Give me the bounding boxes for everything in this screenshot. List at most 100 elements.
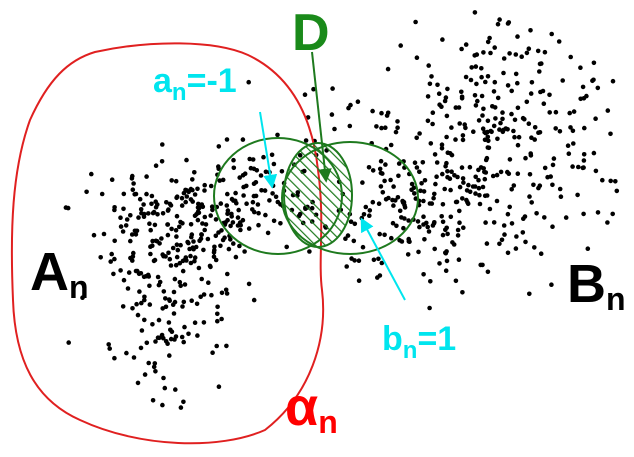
data-point <box>165 341 170 347</box>
data-point <box>459 165 465 170</box>
data-point <box>174 254 180 260</box>
data-point <box>214 343 219 349</box>
data-point <box>168 263 174 268</box>
data-point <box>455 174 460 180</box>
data-point <box>482 176 488 182</box>
data-point <box>376 201 382 206</box>
data-point <box>181 399 186 405</box>
data-point <box>500 110 505 115</box>
data-point <box>390 197 395 203</box>
data-point <box>395 119 400 124</box>
data-point <box>192 170 197 175</box>
data-point <box>209 292 214 298</box>
data-point <box>542 165 548 171</box>
data-point <box>155 212 160 217</box>
data-point <box>542 49 548 55</box>
data-point <box>440 219 446 225</box>
data-point <box>226 246 232 252</box>
data-point <box>511 183 517 188</box>
data-point <box>173 178 179 184</box>
data-point <box>610 211 615 217</box>
data-point <box>528 28 533 33</box>
data-point <box>224 343 229 349</box>
data-point <box>225 217 230 223</box>
data-point <box>118 268 123 273</box>
data-point <box>157 279 163 285</box>
data-point <box>66 340 71 345</box>
data-point <box>475 98 480 104</box>
data-point <box>177 260 183 266</box>
data-point <box>374 124 379 129</box>
data-point <box>614 188 620 194</box>
data-point <box>173 262 179 268</box>
data-point <box>128 213 133 218</box>
data-point <box>129 232 135 237</box>
data-point <box>468 77 474 83</box>
data-point <box>198 294 203 300</box>
data-point <box>180 268 186 274</box>
data-point <box>101 231 107 237</box>
data-point <box>173 387 178 392</box>
data-point <box>213 233 219 239</box>
data-point <box>98 254 103 260</box>
data-point <box>229 214 234 219</box>
label-a-eq-sub: n <box>172 79 187 106</box>
data-point <box>480 126 486 131</box>
data-point <box>471 129 476 134</box>
data-point <box>439 214 445 219</box>
data-point <box>196 210 202 215</box>
data-point <box>379 110 384 116</box>
data-point <box>156 317 162 323</box>
data-point <box>379 125 384 131</box>
data-point <box>80 295 85 301</box>
data-point <box>168 203 174 208</box>
data-point <box>153 339 158 344</box>
data-point <box>524 50 530 56</box>
data-point <box>523 239 528 245</box>
data-point <box>421 222 426 227</box>
data-point <box>395 195 401 200</box>
data-point <box>194 301 200 307</box>
data-point <box>506 20 512 25</box>
data-point <box>183 255 189 260</box>
data-point <box>472 10 478 15</box>
data-point <box>224 137 230 142</box>
data-point <box>135 312 141 318</box>
data-point <box>414 165 420 170</box>
data-point <box>473 174 479 180</box>
data-point <box>501 223 507 228</box>
data-point <box>440 202 446 207</box>
data-point <box>460 290 465 295</box>
data-point <box>241 184 246 190</box>
data-point <box>152 222 158 228</box>
arrow-a-eq <box>259 111 278 189</box>
data-point <box>212 244 217 250</box>
data-point <box>363 204 369 210</box>
data-point <box>613 179 618 184</box>
data-point <box>445 86 450 92</box>
data-point <box>247 156 252 162</box>
data-point <box>608 131 613 137</box>
data-point <box>329 112 335 117</box>
data-point <box>237 175 242 180</box>
data-point <box>570 164 575 169</box>
data-point <box>192 320 198 326</box>
data-point <box>187 246 192 252</box>
data-point <box>528 91 534 96</box>
data-point <box>377 231 383 237</box>
data-point <box>142 372 148 377</box>
data-point <box>473 191 478 196</box>
data-point <box>565 143 571 148</box>
data-point <box>566 151 572 156</box>
data-point <box>148 227 153 233</box>
data-point <box>460 137 466 143</box>
data-point <box>553 126 558 131</box>
data-point <box>500 129 506 135</box>
data-point <box>232 198 238 204</box>
data-point <box>433 181 438 187</box>
data-point <box>491 220 497 225</box>
data-point <box>169 329 175 335</box>
data-point <box>170 302 176 308</box>
data-point <box>550 182 555 188</box>
